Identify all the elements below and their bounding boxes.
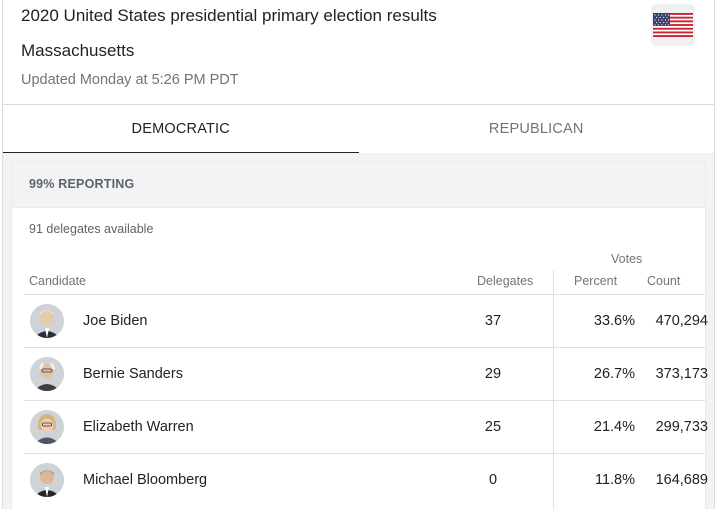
candidate-name: Joe Biden — [83, 313, 148, 329]
candidate-name: Elizabeth Warren — [83, 419, 194, 435]
count-column-header: Count — [647, 274, 681, 288]
delegates-column-header: Delegates — [477, 274, 534, 288]
percent-value: 11.8% — [594, 472, 635, 488]
delegates-value: 29 — [484, 366, 502, 382]
candidate-name: Bernie Sanders — [83, 366, 183, 382]
percent-value: 21.4% — [593, 419, 635, 435]
party-tabs: DEMOCRATIC REPUBLICAN — [3, 105, 714, 154]
results-panel: 99% REPORTING 91 delegates available Vot… — [11, 161, 708, 509]
tab-democratic[interactable]: DEMOCRATIC — [3, 105, 359, 154]
count-value: 299,733 — [655, 419, 708, 435]
candidate-name: Michael Bloomberg — [83, 472, 208, 488]
candidate-column-header: Candidate — [29, 274, 86, 288]
results-header: 2020 United States presidential primary … — [3, 0, 714, 105]
candidate-avatar — [30, 304, 64, 338]
state-name: Massachusetts — [21, 41, 135, 60]
updated-timestamp: Updated Monday at 5:26 PM PDT — [21, 72, 239, 88]
count-value: 373,173 — [655, 366, 708, 382]
table-row[interactable]: Michael Bloomberg 0 11.8% 164,689 — [24, 453, 708, 506]
candidate-avatar — [30, 357, 64, 391]
percent-value: 26.7% — [593, 366, 635, 382]
results-table: Joe Biden 37 33.6% 470,294 — [24, 294, 708, 506]
tab-republican[interactable]: REPUBLICAN — [488, 121, 584, 137]
count-value: 164,689 — [655, 472, 708, 488]
percent-value: 33.6% — [593, 313, 635, 329]
candidate-avatar — [30, 410, 64, 444]
percent-column-header: Percent — [574, 274, 618, 288]
table-row[interactable]: Joe Biden 37 33.6% 470,294 — [24, 294, 708, 347]
column-divider — [553, 270, 554, 509]
delegates-value: 0 — [488, 472, 498, 488]
results-panel-wrap: 99% REPORTING 91 delegates available Vot… — [3, 153, 714, 509]
us-flag-icon[interactable] — [651, 4, 695, 46]
page-title: 2020 United States presidential primary … — [21, 6, 437, 25]
reporting-status: 99% REPORTING — [12, 162, 705, 208]
table-row[interactable]: Bernie Sanders 29 26.7% 373,173 — [24, 347, 708, 400]
delegates-value: 25 — [484, 419, 502, 435]
delegates-value: 37 — [484, 313, 502, 329]
count-value: 470,294 — [655, 313, 708, 329]
table-row[interactable]: Elizabeth Warren 25 21.4% 299,733 — [24, 400, 708, 453]
delegates-available: 91 delegates available — [29, 222, 154, 236]
votes-header: Votes — [611, 252, 643, 266]
candidate-avatar — [30, 463, 64, 497]
